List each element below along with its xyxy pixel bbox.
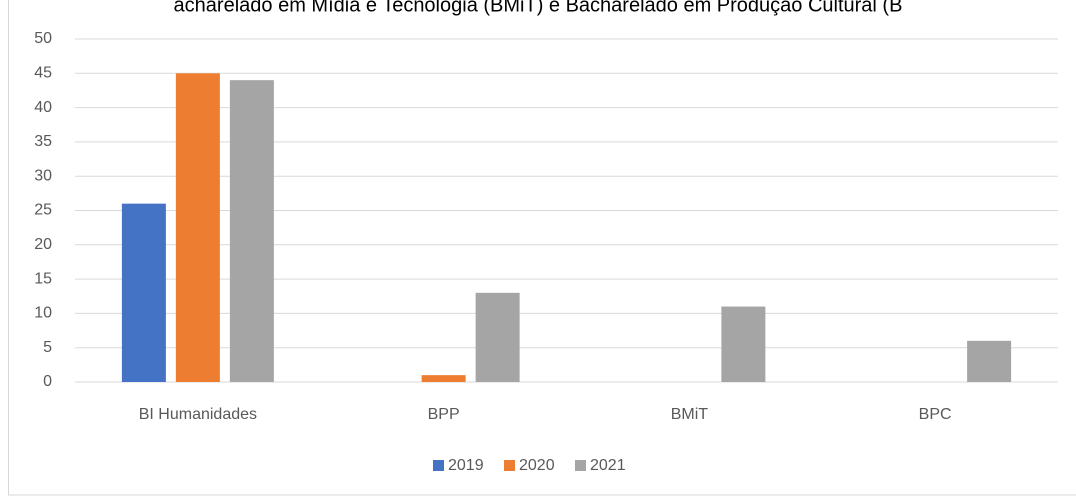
y-tick-label: 15 — [34, 270, 52, 287]
y-tick-label: 45 — [34, 65, 52, 82]
bar — [121, 203, 166, 382]
legend-label: 2020 — [519, 457, 555, 474]
y-tick-label: 0 — [43, 373, 52, 390]
y-tick-label: 50 — [34, 30, 52, 47]
legend-swatch — [575, 460, 586, 471]
x-tick-label: BMiT — [671, 406, 709, 423]
y-tick-label: 30 — [34, 167, 52, 184]
legend-swatch — [504, 460, 515, 471]
bar — [721, 306, 766, 382]
bar — [967, 340, 1012, 382]
bar — [229, 80, 274, 382]
x-tick-label: BI Humanidades — [139, 406, 257, 423]
legend-label: 2019 — [448, 457, 484, 474]
y-tick-label: 35 — [34, 133, 52, 150]
y-tick-label: 5 — [43, 339, 52, 356]
x-tick-label: BPP — [428, 406, 460, 423]
legend-swatch — [433, 460, 444, 471]
y-tick-label: 10 — [34, 305, 52, 322]
bar — [175, 73, 220, 383]
chart-title: acharelado em Mídia e Tecnologia (BMiT) … — [174, 0, 903, 16]
bar — [421, 375, 466, 382]
legend-label: 2021 — [590, 457, 626, 474]
y-tick-label: 25 — [34, 202, 52, 219]
y-tick-label: 40 — [34, 99, 52, 116]
bar — [475, 292, 520, 382]
x-tick-label: BPC — [919, 406, 952, 423]
y-tick-label: 20 — [34, 236, 52, 253]
